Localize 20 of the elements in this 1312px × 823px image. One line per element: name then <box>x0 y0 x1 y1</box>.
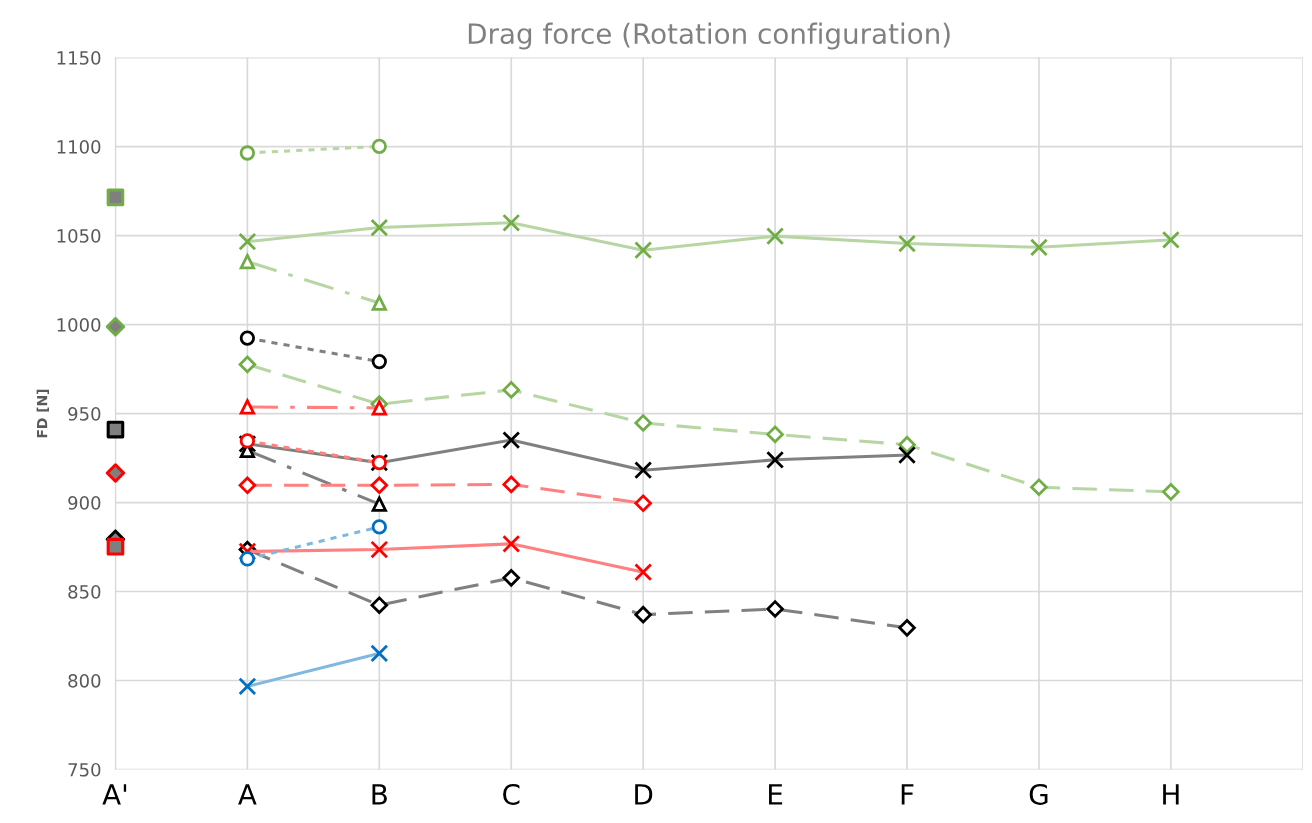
y-tick-label: 900 <box>68 496 101 510</box>
y-tick-label: 1100 <box>57 140 101 154</box>
chart-title: Drag force (Rotation configuration) <box>468 22 950 50</box>
x-tick-label: D <box>635 784 653 805</box>
y-tick-label: 850 <box>68 584 101 599</box>
y-tick-label: 1000 <box>57 318 101 332</box>
x-tick-label: H <box>1163 784 1179 805</box>
x-tick-label: C <box>503 783 520 805</box>
x-tick-label: A' <box>102 784 127 805</box>
x-tick-label: E <box>769 784 783 805</box>
y-tick-label: 1050 <box>57 229 101 243</box>
x-tick-label: F <box>901 784 914 805</box>
x-tick-label: B <box>372 784 387 805</box>
y-tick-label: 750 <box>68 762 101 777</box>
y-tick-label: 950 <box>68 407 101 421</box>
y-tick-label: 1150 <box>57 51 101 65</box>
y-tick-label: 800 <box>68 673 101 688</box>
x-tick-label: A <box>238 784 257 805</box>
y-axis-title: FD [N] <box>36 389 49 438</box>
x-tick-label: G <box>1029 783 1048 805</box>
